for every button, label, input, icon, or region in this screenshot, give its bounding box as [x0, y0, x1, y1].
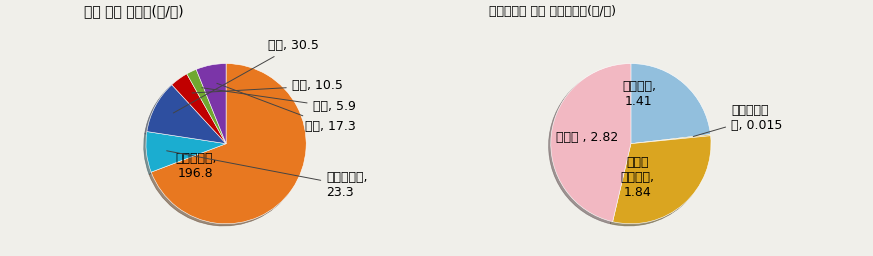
Wedge shape — [146, 132, 226, 172]
Text: 석탄화력,
1.41: 석탄화력, 1.41 — [622, 80, 656, 108]
Wedge shape — [631, 134, 711, 144]
Wedge shape — [551, 63, 631, 222]
Text: 연간 수은 배출량(톤/년): 연간 수은 배출량(톤/년) — [85, 4, 184, 18]
Wedge shape — [187, 69, 226, 144]
Wedge shape — [613, 136, 711, 224]
Text: 폐기물
소각시설,
1.84: 폐기물 소각시설, 1.84 — [621, 156, 654, 199]
Wedge shape — [172, 74, 226, 144]
Text: 비철금속제
련, 0.015: 비철금속제 련, 0.015 — [693, 104, 782, 136]
Wedge shape — [151, 63, 306, 224]
Text: 배출시설별 수은 대기배출량(톤/년): 배출시설별 수은 대기배출량(톤/년) — [489, 5, 616, 18]
Text: 토양, 5.9: 토양, 5.9 — [202, 88, 355, 113]
Wedge shape — [631, 63, 711, 144]
Text: 수질, 10.5: 수질, 10.5 — [192, 80, 342, 93]
Wedge shape — [196, 63, 226, 144]
Text: 일반폐기물,
23.3: 일반폐기물, 23.3 — [167, 151, 368, 199]
Text: 대기, 30.5: 대기, 30.5 — [174, 39, 319, 113]
Text: 지정폐기물,
196.8: 지정폐기물, 196.8 — [175, 152, 217, 180]
Text: 시멘트 , 2.82: 시멘트 , 2.82 — [556, 131, 618, 144]
Text: 제품, 17.3: 제품, 17.3 — [217, 83, 355, 133]
Wedge shape — [147, 85, 226, 144]
